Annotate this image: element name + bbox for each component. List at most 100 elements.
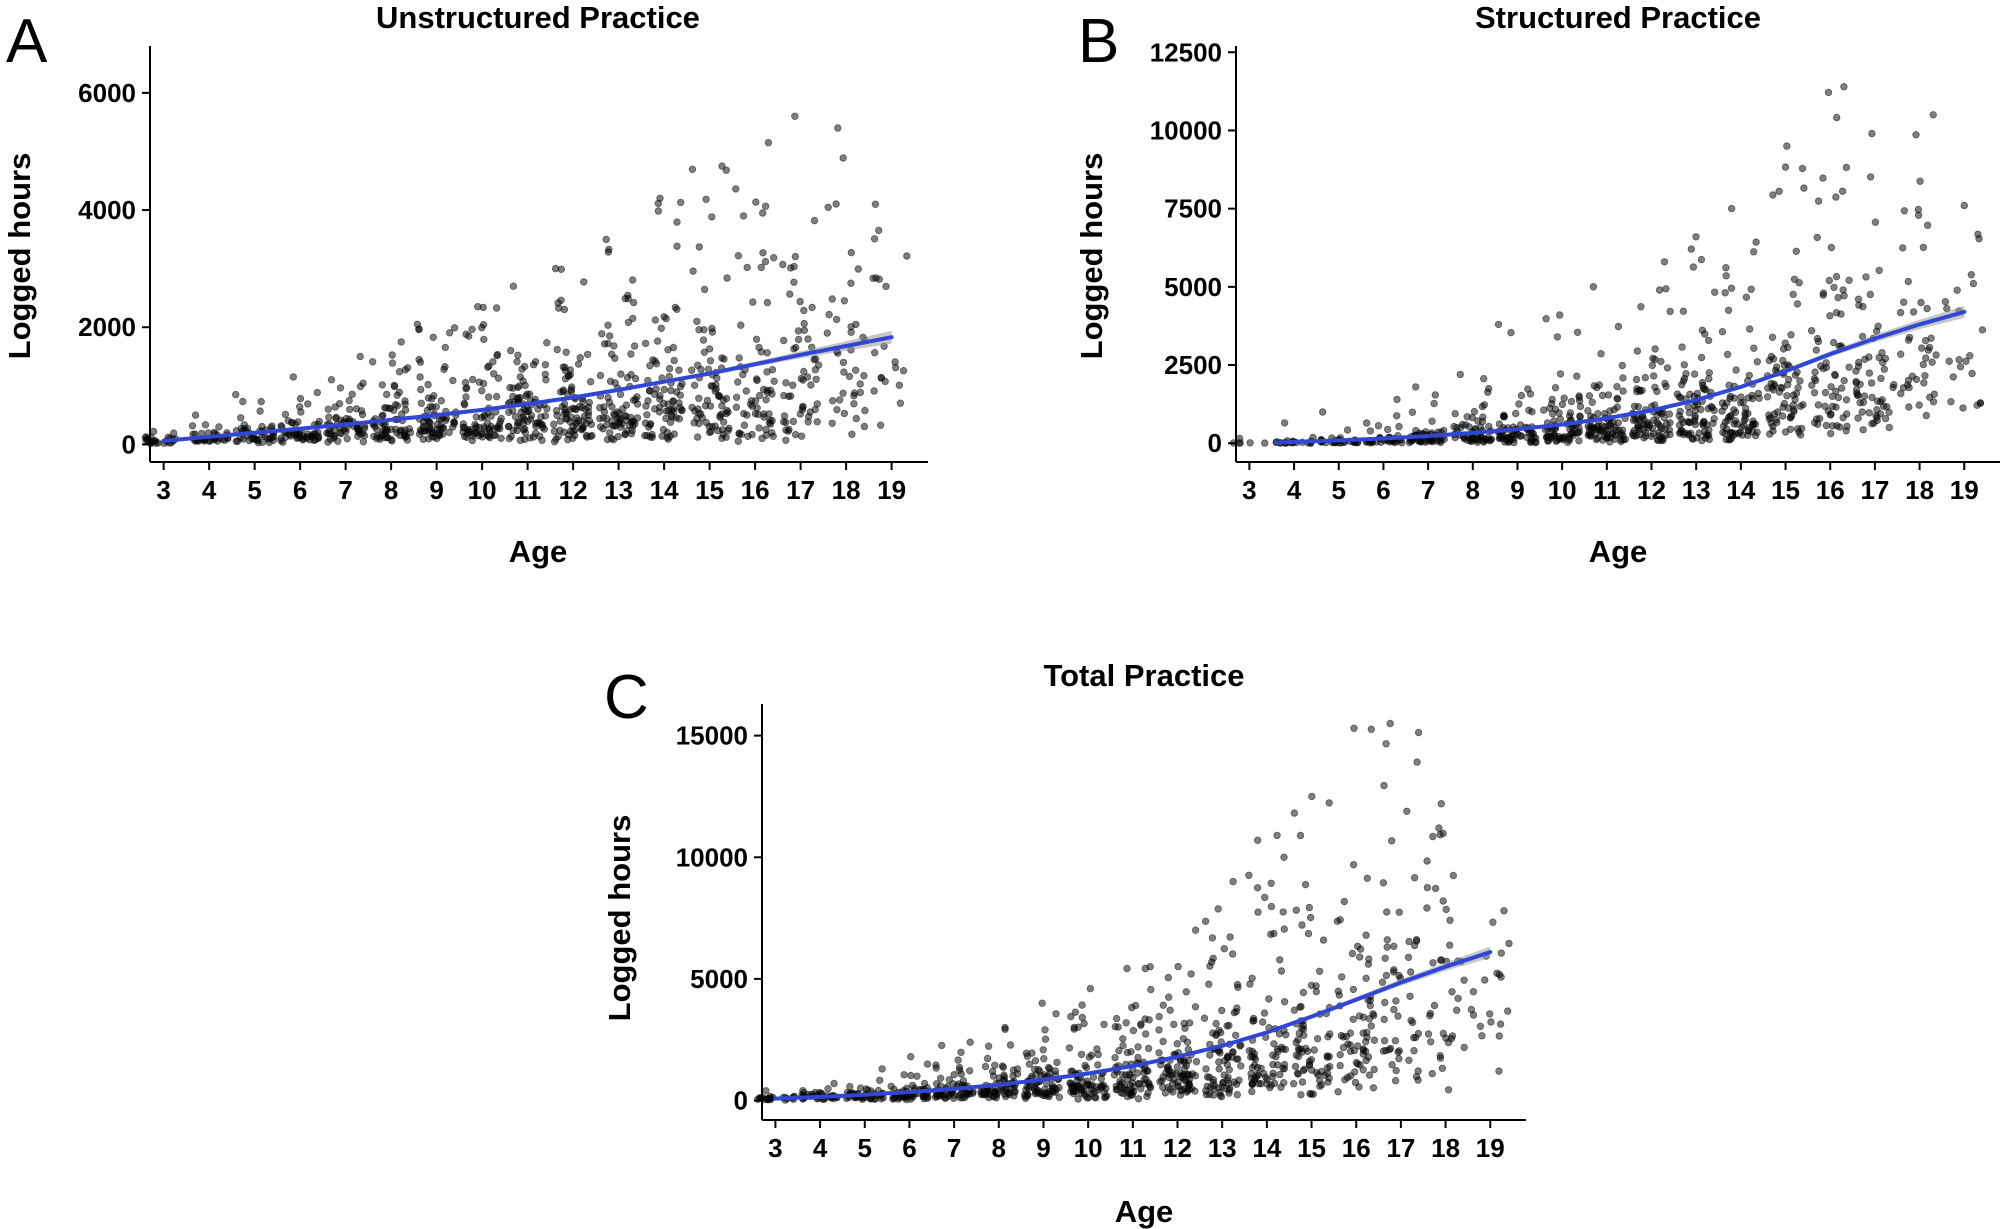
data-point: [1837, 384, 1846, 392]
data-point: [1164, 993, 1173, 1001]
data-point: [580, 278, 588, 286]
data-point: [746, 400, 755, 408]
data-point: [556, 417, 565, 425]
data-point: [1700, 385, 1709, 394]
data-point: [431, 429, 439, 437]
data-point: [1348, 949, 1357, 958]
data-point: [871, 200, 880, 208]
data-point: [1442, 1034, 1450, 1042]
data-point: [1733, 420, 1741, 428]
data-point: [1676, 407, 1684, 416]
data-point: [1495, 1067, 1503, 1075]
data-point: [1925, 393, 1934, 401]
x-tick-label: 13: [1208, 1133, 1237, 1163]
data-point: [1395, 1047, 1403, 1055]
data-point: [1810, 389, 1819, 397]
x-tick-label: 5: [1332, 475, 1346, 505]
data-point: [1621, 435, 1629, 444]
data-point: [1528, 430, 1536, 438]
data-point: [1410, 874, 1419, 882]
data-point: [1424, 1030, 1433, 1038]
data-point: [1115, 1046, 1123, 1055]
data-point: [1078, 1001, 1086, 1009]
data-point: [1953, 286, 1961, 294]
data-point: [875, 275, 883, 283]
data-point: [1173, 1039, 1181, 1048]
data-point: [878, 1065, 886, 1073]
data-point: [441, 343, 449, 352]
data-point: [782, 379, 790, 387]
data-point: [1317, 1081, 1326, 1089]
data-point: [751, 409, 760, 418]
data-point: [1828, 422, 1837, 430]
data-point: [887, 1082, 895, 1090]
x-tick-label: 15: [1297, 1133, 1326, 1163]
x-tick-label: 16: [1342, 1133, 1371, 1163]
data-point: [847, 279, 855, 287]
data-point: [356, 352, 364, 361]
data-point: [1882, 403, 1891, 411]
data-point: [568, 383, 576, 391]
data-point: [1740, 416, 1748, 425]
data-point: [1708, 403, 1716, 412]
data-point: [1183, 1038, 1192, 1046]
data-point: [304, 400, 312, 408]
data-point: [1145, 1016, 1153, 1024]
data-point: [1928, 358, 1936, 366]
data-point: [1423, 857, 1431, 865]
data-point: [415, 325, 423, 334]
data-point: [1258, 1018, 1267, 1026]
data-point: [1254, 908, 1262, 916]
y-tick-label: 2000: [78, 312, 136, 342]
data-point: [325, 413, 333, 421]
data-point: [732, 185, 740, 193]
data-point: [834, 124, 842, 132]
panel-letter-c: C: [604, 663, 649, 732]
data-point: [1205, 1090, 1213, 1099]
data-point: [907, 1052, 915, 1061]
data-point: [1369, 1084, 1378, 1092]
data-point: [676, 382, 685, 391]
data-point: [1181, 1077, 1190, 1085]
data-point: [1366, 1001, 1374, 1010]
data-point: [673, 218, 681, 226]
data-point: [1741, 404, 1750, 412]
data-point: [1041, 1085, 1049, 1094]
data-point: [1663, 364, 1672, 372]
data-point: [936, 1074, 945, 1082]
data-point: [543, 405, 551, 413]
data-point: [1840, 376, 1848, 385]
data-point: [608, 350, 616, 358]
data-point: [1660, 258, 1669, 266]
x-tick-label: 19: [1476, 1133, 1505, 1163]
data-point: [1170, 1075, 1178, 1084]
data-point: [702, 195, 710, 203]
data-point: [1839, 286, 1847, 294]
data-point: [800, 319, 808, 328]
data-point: [1824, 407, 1832, 415]
data-point: [450, 324, 459, 332]
data-point: [1174, 962, 1182, 971]
data-point: [1295, 1046, 1303, 1054]
smooth-fit-line: [161, 335, 894, 443]
data-point: [1252, 1070, 1261, 1079]
data-point: [1811, 368, 1819, 376]
data-point: [993, 1089, 1002, 1097]
data-point: [800, 367, 808, 376]
data-point: [791, 430, 800, 439]
data-point: [561, 375, 570, 383]
chart-title: Total Practice: [1043, 658, 1244, 693]
data-point: [1245, 1046, 1253, 1055]
data-point: [521, 428, 529, 437]
data-point: [1660, 414, 1668, 422]
data-point: [289, 373, 297, 381]
data-point: [346, 405, 354, 414]
data-point: [1445, 941, 1454, 949]
data-point: [1686, 429, 1695, 437]
data-point: [810, 355, 818, 364]
data-point: [1814, 401, 1823, 409]
data-point: [829, 397, 837, 405]
data-point: [415, 355, 423, 364]
data-point: [794, 335, 803, 344]
